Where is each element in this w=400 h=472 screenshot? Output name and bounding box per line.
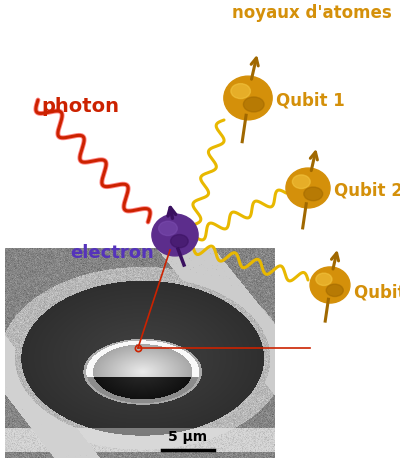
Text: Qubit 1: Qubit 1 xyxy=(276,92,345,110)
Text: Qubit 3: Qubit 3 xyxy=(354,283,400,301)
Text: electron: electron xyxy=(70,244,154,262)
Ellipse shape xyxy=(292,175,310,188)
Ellipse shape xyxy=(231,84,250,99)
Text: photon: photon xyxy=(41,97,119,116)
Ellipse shape xyxy=(286,168,330,208)
Text: Qubit 2: Qubit 2 xyxy=(334,182,400,200)
Ellipse shape xyxy=(224,76,272,120)
Ellipse shape xyxy=(152,214,198,256)
Ellipse shape xyxy=(326,284,343,296)
Ellipse shape xyxy=(304,187,323,201)
Ellipse shape xyxy=(170,235,188,248)
Ellipse shape xyxy=(310,267,350,303)
Ellipse shape xyxy=(316,273,332,286)
Text: 5 μm: 5 μm xyxy=(168,430,208,444)
Ellipse shape xyxy=(159,221,177,236)
Text: noyaux d'atomes: noyaux d'atomes xyxy=(232,4,392,22)
Ellipse shape xyxy=(243,97,264,112)
